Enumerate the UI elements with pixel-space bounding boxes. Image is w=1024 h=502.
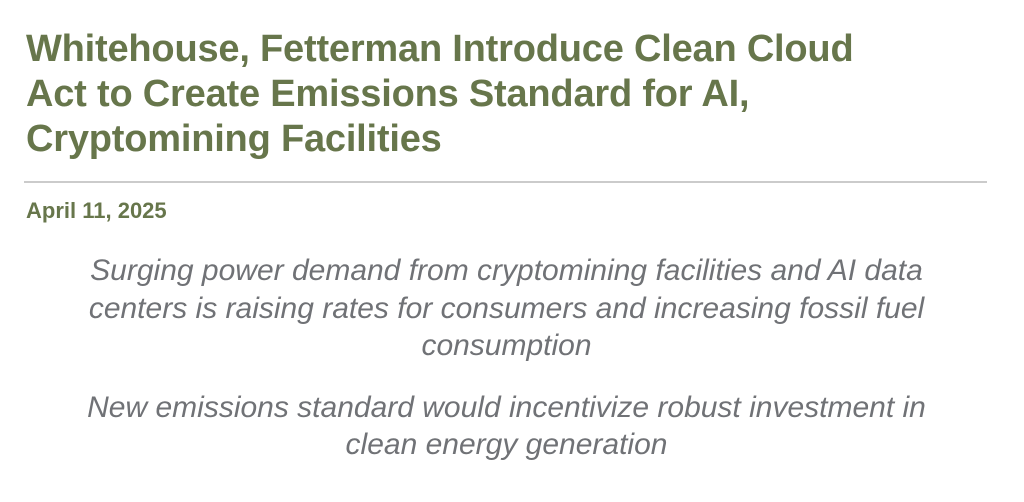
subtitle-1-line-1: Surging power demand from cryptomining f… [90,254,923,287]
page-title-line-3: Cryptomining Facilities [26,118,442,160]
page-title: Whitehouse, Fetterman Introduce Clean Cl… [26,27,987,162]
subtitle-1-line-2: centers is raising rates for consumers a… [88,291,925,325]
subtitle-2-line-2: clean energy generation [345,428,668,461]
subtitle-2-line-1: New emissions standard would incentivize… [87,390,926,424]
page-title-line-1: Whitehouse, Fetterman Introduce Clean Cl… [26,28,854,70]
subtitle-1-line-3: consumption [421,329,592,362]
press-release-page: Whitehouse, Fetterman Introduce Clean Cl… [0,27,1024,464]
subtitle-paragraph-2: New emissions standard would incentivize… [26,389,987,464]
divider [24,181,987,183]
article-date: April 11, 2025 [26,198,167,223]
subtitle-paragraph-1: Surging power demand from cryptomining f… [26,252,987,365]
page-title-line-2: Act to Create Emissions Standard for AI, [26,73,750,115]
